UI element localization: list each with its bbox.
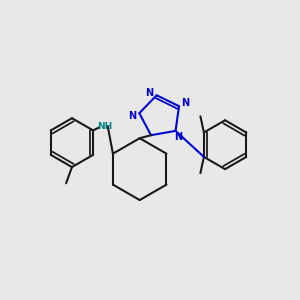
Text: N: N [128, 110, 136, 121]
Text: N: N [174, 132, 183, 142]
Text: N: N [181, 98, 189, 108]
Text: N: N [145, 88, 153, 98]
Text: NH: NH [97, 122, 112, 130]
